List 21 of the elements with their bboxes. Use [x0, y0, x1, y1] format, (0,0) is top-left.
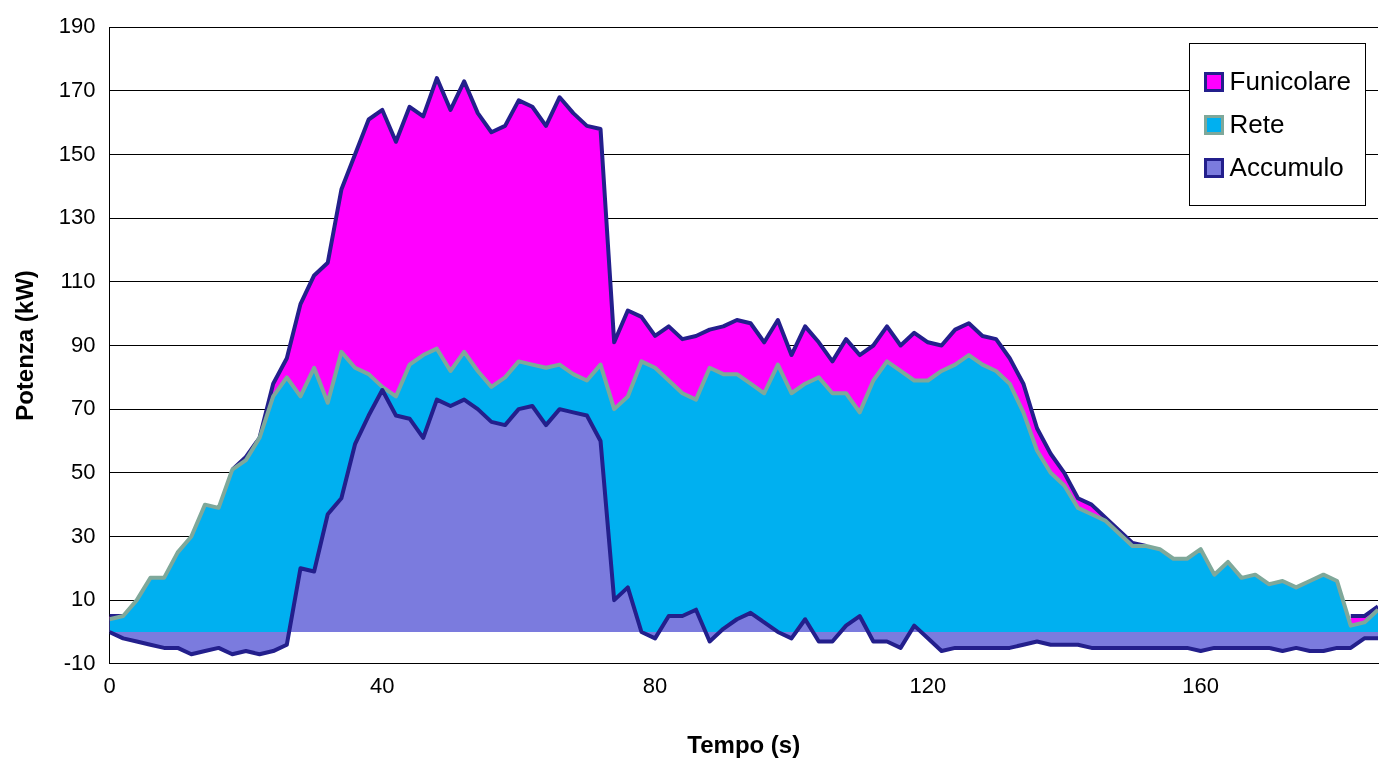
- y-tick-label: 70: [71, 395, 96, 421]
- x-tick-label: 120: [909, 672, 947, 698]
- y-tick-label: 90: [71, 331, 96, 357]
- y-tick-label: 30: [71, 522, 96, 548]
- legend-label: Rete: [1229, 109, 1285, 141]
- legend-label: Funicolare: [1229, 66, 1351, 98]
- y-tick-label: 170: [58, 76, 96, 102]
- y-tick-label: -10: [63, 649, 96, 675]
- x-tick-label: 40: [370, 672, 395, 698]
- x-tick-label: 0: [103, 672, 116, 698]
- y-tick-label: 190: [58, 13, 96, 39]
- y-axis-title: Potenza (kW): [11, 270, 39, 421]
- y-tick-label: 10: [71, 586, 96, 612]
- y-tick-label: 130: [58, 204, 96, 230]
- y-tick-label: 150: [58, 140, 96, 166]
- x-tick-label: 160: [1182, 672, 1220, 698]
- x-tick-label: 80: [642, 672, 668, 698]
- x-axis-title: Tempo (s): [687, 731, 801, 759]
- y-tick-label: 110: [60, 267, 96, 293]
- legend-label: Accumulo: [1229, 152, 1344, 184]
- y-tick-label: 50: [71, 458, 96, 484]
